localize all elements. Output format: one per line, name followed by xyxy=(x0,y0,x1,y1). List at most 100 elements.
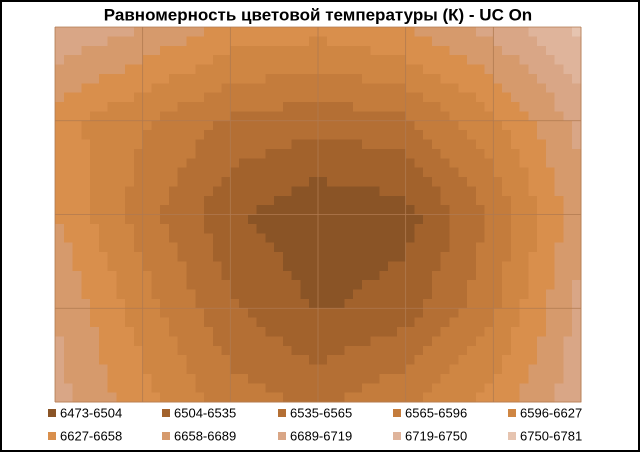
contour-cell xyxy=(221,223,231,234)
contour-cell xyxy=(247,148,258,159)
contour-cell xyxy=(370,177,380,187)
contour-cell xyxy=(90,233,100,244)
contour-cell xyxy=(361,392,371,403)
contour-cell xyxy=(81,252,91,262)
contour-cell xyxy=(133,289,144,300)
contour-cell xyxy=(370,148,380,159)
contour-cell xyxy=(344,223,354,234)
legend: 6473-6504 6504-6535 6535-6565 6565-6596 6596… xyxy=(48,405,582,443)
contour-cell xyxy=(510,64,521,75)
legend-swatch xyxy=(278,432,286,440)
contour-cell xyxy=(458,130,468,140)
contour-cell xyxy=(528,64,538,75)
contour-cell xyxy=(572,383,582,394)
contour-cell xyxy=(484,223,494,234)
contour-cell xyxy=(90,195,100,206)
contour-cell xyxy=(423,111,433,122)
contour-cell xyxy=(265,139,275,150)
contour-cell xyxy=(274,392,284,403)
contour-cell xyxy=(300,102,310,112)
contour-cell xyxy=(98,120,108,131)
contour-cell xyxy=(379,327,389,337)
contour-cell xyxy=(572,242,582,253)
contour-cell xyxy=(344,308,354,319)
contour-cell xyxy=(265,242,275,253)
contour-cell xyxy=(72,195,82,206)
contour-cell xyxy=(98,383,108,394)
contour-cell xyxy=(353,364,363,375)
contour-cell xyxy=(554,392,564,403)
contour-cell xyxy=(309,45,319,56)
contour-cell xyxy=(107,308,117,319)
contour-cell xyxy=(212,223,222,234)
contour-cell xyxy=(370,55,380,65)
contour-cell xyxy=(291,223,301,234)
contour-cell xyxy=(370,383,380,394)
contour-cell xyxy=(177,195,187,206)
contour-cell xyxy=(467,308,477,319)
contour-cell xyxy=(55,148,65,159)
contour-cell xyxy=(239,205,249,215)
contour-cell xyxy=(107,45,117,56)
contour-cell xyxy=(326,64,336,75)
contour-cell xyxy=(98,308,108,319)
contour-cell xyxy=(204,298,214,309)
contour-cell xyxy=(572,92,582,103)
contour-cell xyxy=(493,383,503,394)
contour-cell xyxy=(572,186,582,197)
contour-cell xyxy=(300,252,310,262)
contour-cell xyxy=(370,158,380,169)
contour-cell xyxy=(519,355,529,365)
contour-cell xyxy=(221,280,231,290)
contour-cell xyxy=(388,223,398,234)
contour-cell xyxy=(353,83,363,94)
contour-cell xyxy=(563,167,573,178)
contour-cell xyxy=(90,364,100,375)
contour-cell xyxy=(177,373,187,384)
contour-cell xyxy=(142,280,152,290)
contour-cell xyxy=(431,130,442,140)
contour-cell xyxy=(195,45,205,56)
contour-cell xyxy=(335,261,345,272)
contour-cell xyxy=(151,139,161,150)
contour-cell xyxy=(414,139,424,150)
contour-cell xyxy=(335,45,345,56)
contour-cell xyxy=(361,55,371,65)
contour-cell xyxy=(265,233,275,244)
contour-cell xyxy=(396,242,407,253)
contour-cell xyxy=(510,383,521,394)
contour-cell xyxy=(431,45,442,56)
contour-cell xyxy=(282,177,293,187)
contour-cell xyxy=(125,214,135,225)
contour-cell xyxy=(405,336,415,347)
legend-swatch xyxy=(393,432,401,440)
contour-cell xyxy=(396,355,407,365)
contour-cell xyxy=(467,83,477,94)
contour-cell xyxy=(168,148,179,159)
contour-cell xyxy=(388,64,398,75)
contour-cell xyxy=(449,270,459,281)
contour-cell xyxy=(440,345,450,356)
contour-cell xyxy=(510,55,521,65)
contour-cell xyxy=(98,92,108,103)
contour-cell xyxy=(309,205,319,215)
contour-cell xyxy=(326,355,336,365)
contour-cell xyxy=(221,195,231,206)
contour-cell xyxy=(212,252,222,262)
contour-cell xyxy=(510,130,521,140)
contour-cell xyxy=(177,130,187,140)
contour-cell xyxy=(168,195,179,206)
contour-cell xyxy=(335,158,345,169)
contour-cell xyxy=(72,383,82,394)
contour-cell xyxy=(388,195,398,206)
contour-cell xyxy=(204,83,214,94)
contour-cell xyxy=(125,111,135,122)
contour-cell xyxy=(98,55,108,65)
contour-cell xyxy=(318,280,328,290)
contour-cell xyxy=(344,102,354,112)
contour-cell xyxy=(63,195,73,206)
contour-cell xyxy=(537,223,547,234)
contour-cell xyxy=(239,317,249,328)
contour-cell xyxy=(309,120,319,131)
contour-cell xyxy=(572,55,582,65)
